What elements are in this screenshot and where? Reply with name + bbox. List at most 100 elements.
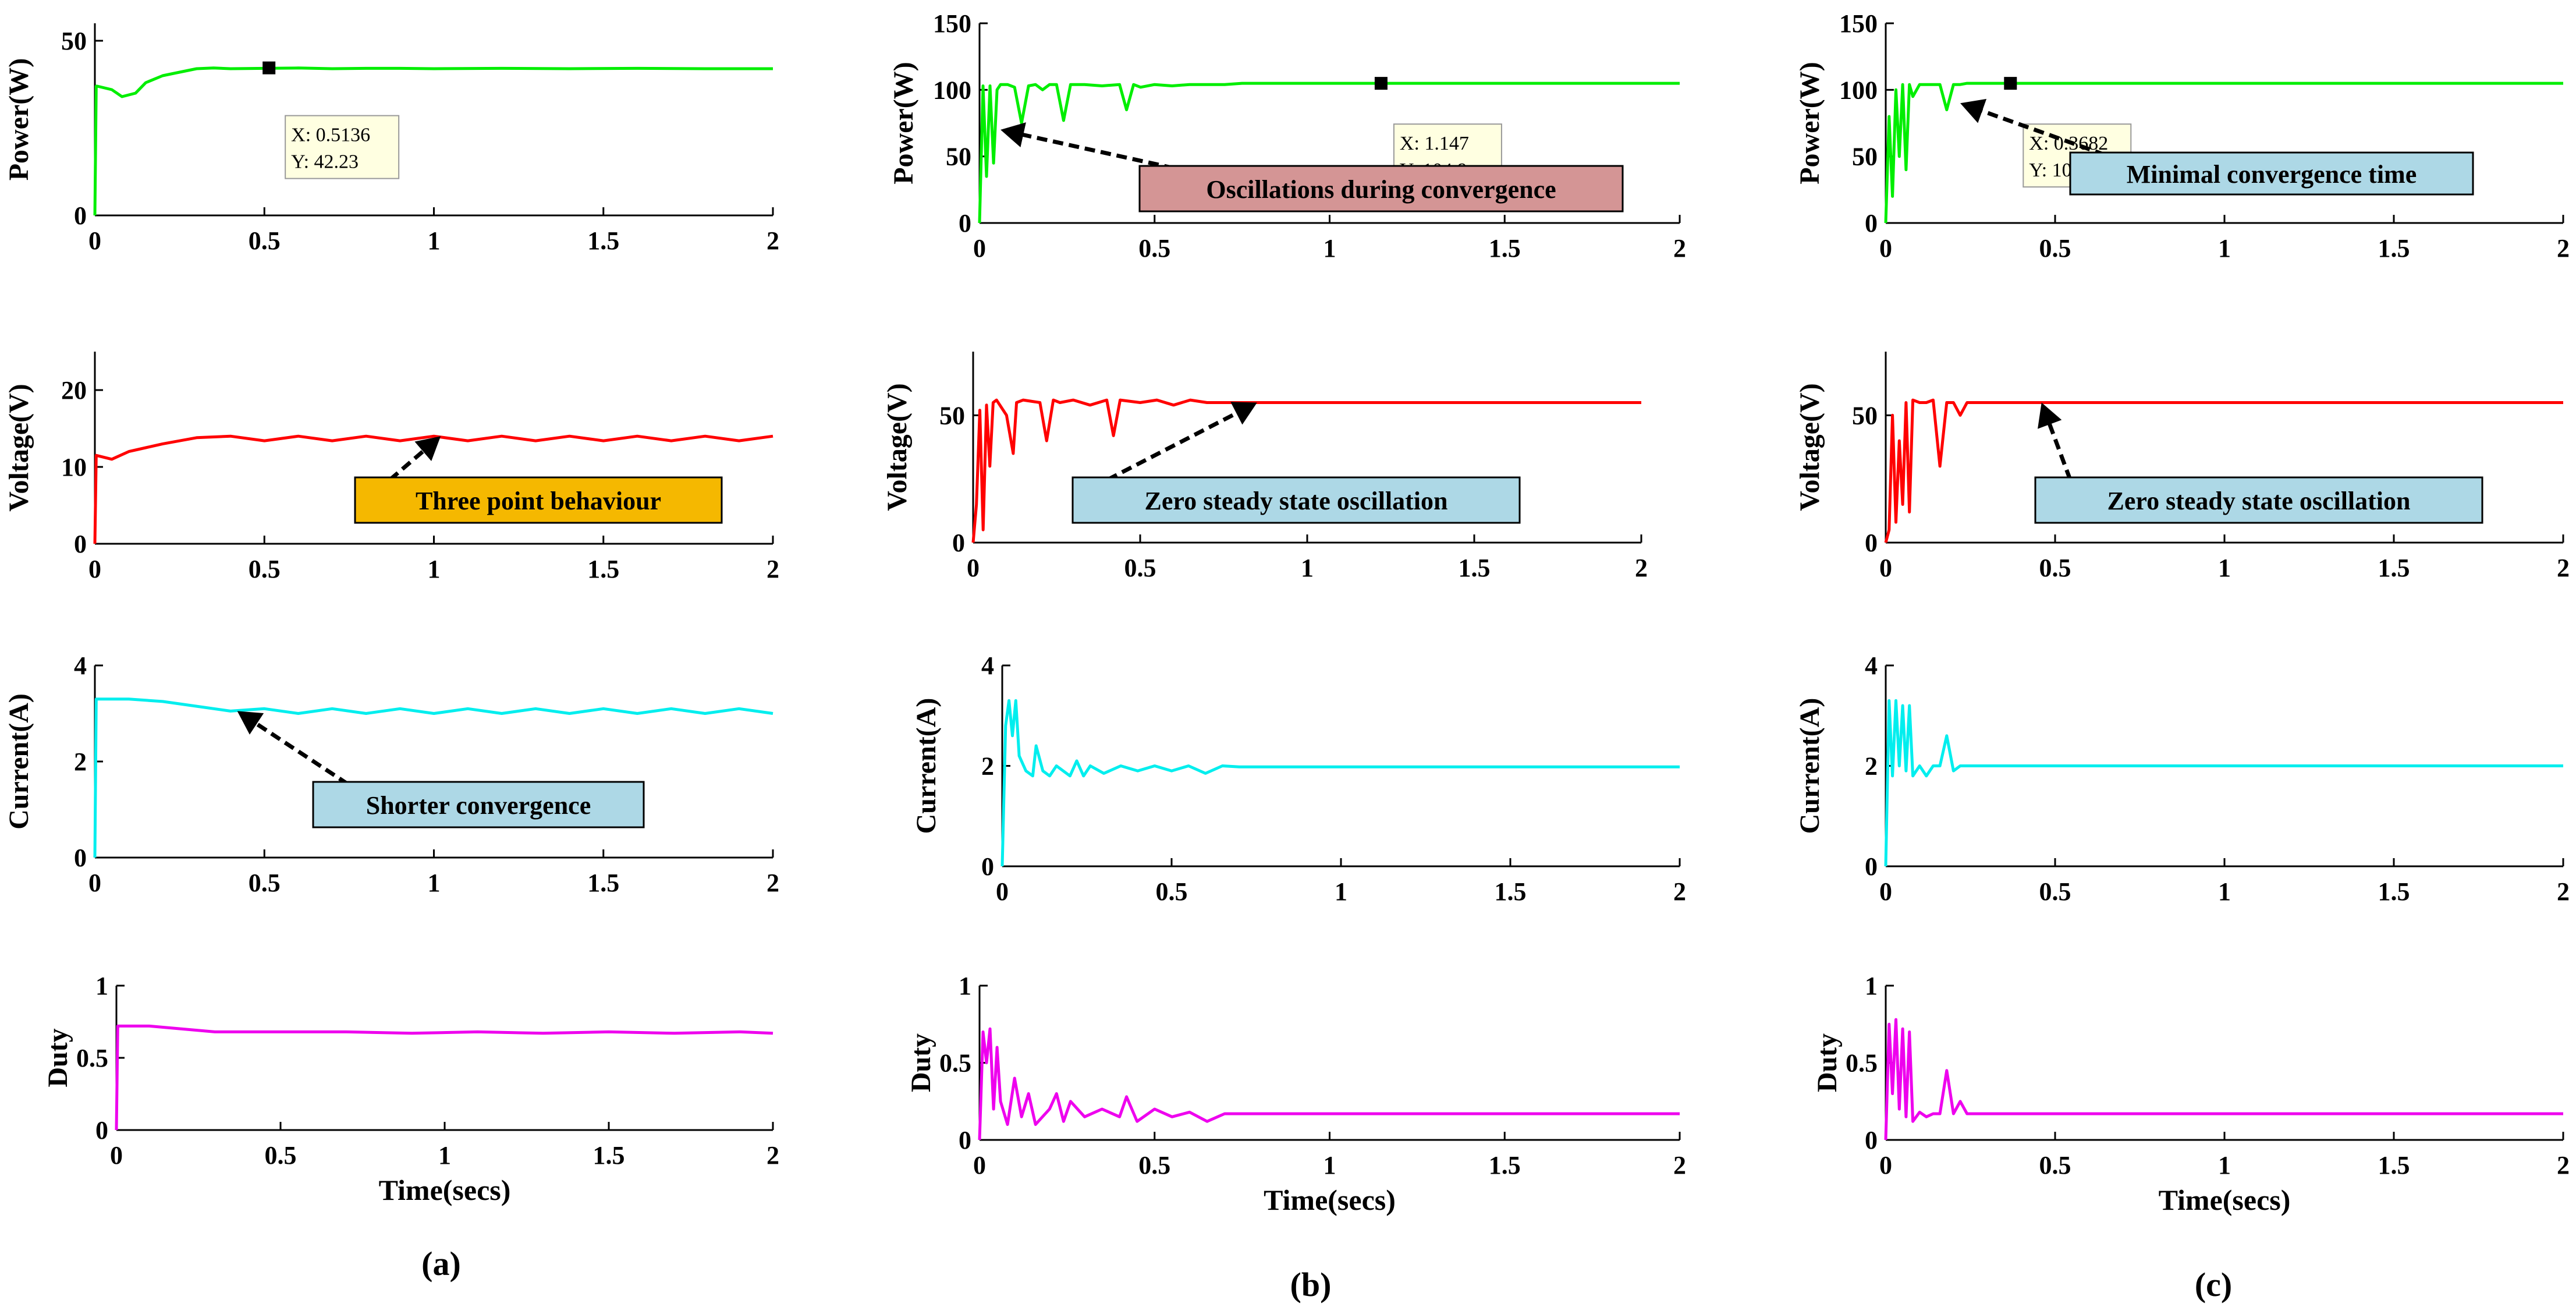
y-tick-label: 100 (1839, 76, 1878, 104)
x-tick-label: 1 (1335, 877, 1347, 906)
x-tick-label: 2 (2557, 877, 2570, 906)
y-tick-label: 4 (74, 651, 87, 680)
y-tick-label: 1 (959, 972, 971, 1000)
y-tick-label: 2 (981, 752, 994, 781)
x-tick-label: 2 (767, 226, 779, 255)
x-tick-label: 2 (2557, 234, 2570, 263)
annotation-box (354, 476, 723, 524)
datatip-x: X: 0.5136 (291, 125, 370, 146)
y-tick-label: 50 (946, 143, 971, 171)
x-tick-label: 0.5 (1138, 1151, 1170, 1180)
x-tick-label: 0 (1879, 554, 1892, 582)
y-tick-label: 4 (1865, 651, 1878, 680)
datatip-y: Y: 42.23 (291, 151, 359, 173)
series-line-voltage (971, 398, 1641, 543)
x-tick-label: 1.5 (1489, 1151, 1521, 1180)
datatip-x: X: 1.147 (1400, 133, 1469, 154)
y-axis-label: Voltage(V) (882, 383, 913, 511)
series-line-voltage (1884, 398, 2563, 543)
x-tick-label: 0.5 (249, 869, 281, 897)
y-tick-label: 0 (959, 1126, 971, 1154)
panel-label-c: (c) (2195, 1266, 2232, 1304)
datatip-marker (1374, 77, 1388, 90)
y-tick-label: 50 (939, 401, 965, 430)
annotation-arrow-line (2047, 422, 2073, 481)
x-tick-label: 0 (973, 234, 986, 263)
x-tick-label: 0.5 (265, 1141, 297, 1170)
series-line-power (978, 82, 1680, 224)
y-tick-label: 0.5 (1846, 1049, 1878, 1078)
x-tick-label: 0 (973, 1151, 986, 1180)
x-tick-label: 1.5 (1495, 877, 1527, 906)
x-tick-label: 1.5 (587, 555, 619, 583)
annotation-label: Zero steady state oscillation (2107, 487, 2410, 515)
annotation-box (1071, 476, 1521, 524)
x-tick-label: 0 (1879, 877, 1892, 906)
y-axis-label: Voltage(V) (1794, 383, 1825, 511)
panel-label-b: (b) (1290, 1266, 1332, 1304)
x-tick-label: 0.5 (1138, 234, 1170, 263)
y-tick-label: 100 (933, 76, 971, 104)
y-tick-label: 0.5 (76, 1044, 108, 1072)
y-tick-label: 50 (61, 27, 87, 55)
y-axis-label: Duty (906, 1033, 936, 1092)
y-tick-label: 0 (74, 530, 87, 558)
x-tick-label: 0 (110, 1141, 123, 1170)
x-axis-label: Time(secs) (1264, 1184, 1396, 1216)
chart-c-voltage: 0 0.5 1 1.5 2 0 50 Voltage(V) Zero steady state … (1794, 352, 2570, 582)
annotation-box (1138, 165, 1624, 212)
series-line-current (1884, 699, 2563, 867)
x-tick-label: 0.5 (2039, 1151, 2071, 1180)
chart-a-duty: 0 0.5 1 1.5 2 0 0.5 1 Duty Time(secs) (42, 972, 779, 1206)
x-tick-label: 1.5 (2378, 234, 2410, 263)
series-line-duty (1884, 1018, 2563, 1141)
annotation-label: Shorter convergence (366, 791, 591, 820)
series-line-power (1884, 82, 2563, 224)
annotation-arrow-head (1230, 402, 1257, 425)
y-tick-label: 0 (95, 1116, 108, 1145)
chart-a-power: 0 0.5 1 1.5 2 0 50 Power(W) X: 0.5136 Y: 42.23 (3, 23, 779, 255)
y-axis-label: Power(W) (1794, 62, 1825, 185)
x-tick-label: 1.5 (2378, 877, 2410, 906)
y-tick-label: 1 (95, 972, 108, 1000)
annotation-arrow-line (388, 449, 425, 481)
chart-b-voltage: 0 0.5 1 1.5 2 0 50 Voltage(V) Zero steady state … (882, 352, 1648, 582)
y-tick-label: 2 (74, 748, 87, 776)
y-tick-label: 50 (1852, 401, 1878, 430)
y-tick-label: 10 (61, 453, 87, 481)
x-tick-label: 0.5 (2039, 877, 2071, 906)
datatip-marker (262, 61, 276, 75)
y-tick-label: 150 (933, 9, 971, 38)
x-tick-label: 1 (428, 226, 441, 255)
x-tick-label: 2 (1673, 877, 1686, 906)
x-tick-label: 2 (767, 555, 779, 583)
y-tick-label: 20 (61, 376, 87, 405)
datatip-box (285, 115, 400, 179)
x-tick-label: 0.5 (249, 555, 281, 583)
x-tick-label: 0.5 (2039, 234, 2071, 263)
series-line-current (1000, 699, 1680, 867)
x-tick-label: 2 (2557, 554, 2570, 582)
x-tick-label: 1.5 (587, 226, 619, 255)
x-tick-label: 1.5 (2378, 554, 2410, 582)
annotation-arrow-line (254, 721, 349, 786)
panel-label-a: (a) (421, 1245, 461, 1283)
x-tick-label: 2 (767, 869, 779, 897)
annotation-arrow-head (414, 436, 441, 461)
x-tick-label: 1.5 (2378, 1151, 2410, 1180)
annotation-box (2069, 151, 2474, 196)
x-tick-label: 0.5 (249, 226, 281, 255)
x-tick-label: 0.5 (1156, 877, 1188, 906)
chart-a-current: 0 0.5 1 1.5 2 0 2 4 Current(A) Shorter convergenc… (3, 651, 779, 897)
series-line-voltage (93, 434, 773, 544)
y-tick-label: 0 (1865, 209, 1878, 238)
x-tick-label: 2 (1673, 234, 1686, 263)
series-line-current (93, 697, 773, 858)
y-tick-label: 0 (74, 844, 87, 872)
chart-c-current: 0 0.5 1 1.5 2 0 2 4 Current(A) (1794, 651, 2570, 906)
x-tick-label: 1 (428, 555, 441, 583)
